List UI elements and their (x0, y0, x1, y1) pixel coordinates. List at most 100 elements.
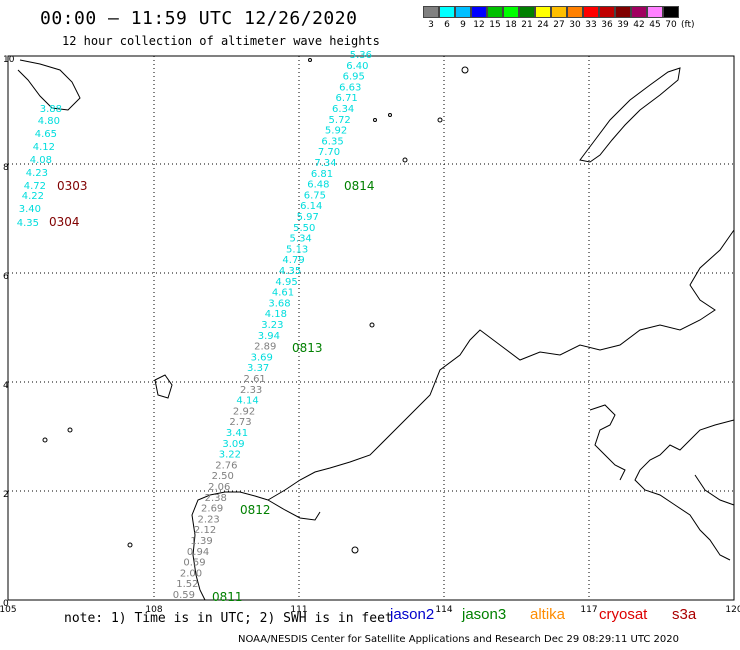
track-value: 6.34 (332, 104, 354, 115)
left-track-value: 4.72 (24, 181, 46, 192)
map-frame (7, 55, 735, 601)
track-value: 5.72 (329, 115, 351, 126)
page-subtitle: 12 hour collection of altimeter wave hei… (62, 34, 380, 48)
legend-swatch (647, 6, 663, 18)
x-tick-label: 114 (435, 605, 452, 615)
track-value: 0.94 (187, 547, 209, 558)
islands (42, 58, 469, 554)
pass-label: 0304 (49, 215, 80, 229)
track-value: 6.95 (343, 72, 365, 83)
satellite-label: jason3 (462, 606, 507, 623)
legend-swatch (551, 6, 567, 18)
track-value: 2.12 (194, 525, 216, 536)
y-tick-label: 10 (3, 55, 15, 65)
track-value: 2.61 (244, 374, 266, 385)
track-value: 5.97 (297, 212, 319, 223)
legend-label: 30 (569, 20, 581, 30)
left-track-value: 3.40 (19, 204, 41, 215)
track-value: 6.48 (307, 180, 329, 191)
pass-label: 0303 (57, 179, 88, 193)
track-value: 2.50 (212, 471, 234, 482)
legend-swatch (567, 6, 583, 18)
track-value: 6.75 (304, 190, 326, 201)
y-tick-label: 4 (3, 381, 9, 391)
legend-swatch (663, 6, 679, 18)
legend-labels: 3 6 9 12 15 18 21 24 27 30 33 36 39 42 45 70 (ft) (423, 20, 694, 30)
legend-label: 6 (444, 20, 450, 30)
legend-label: 21 (521, 20, 533, 30)
pass-label: 0813 (292, 341, 323, 355)
track-value: 3.37 (247, 363, 269, 374)
legend-swatch (503, 6, 519, 18)
track-value: 2.38 (205, 493, 227, 504)
track-value: 7.34 (314, 158, 336, 169)
track-value: 6.81 (311, 169, 333, 180)
page-title: 00:00 – 11:59 UTC 12/26/2020 (40, 8, 358, 29)
legend-swatch (599, 6, 615, 18)
satellite-label: s3a (672, 606, 697, 623)
track-value: 2.23 (198, 514, 220, 525)
legend-swatch (631, 6, 647, 18)
track-value: 3.22 (219, 450, 241, 461)
track-value: 3.94 (258, 331, 280, 342)
x-tick-label: 108 (145, 605, 162, 615)
legend-swatch (471, 6, 487, 18)
footnote: note: 1) Time is in UTC; 2) SWH is in fe… (64, 611, 393, 626)
legend-label: 24 (537, 20, 549, 30)
legend-label: 33 (585, 20, 597, 30)
track-value: 1.52 (176, 579, 198, 590)
pass-label: 0811 (212, 590, 243, 604)
track-value: 5.36 (350, 50, 372, 61)
altimeter-track: 5.366.406.956.636.716.345.725.926.357.70… (173, 50, 372, 601)
credit-line: NOAA/NESDIS Center for Satellite Applica… (238, 634, 680, 645)
track-value: 6.14 (300, 201, 322, 212)
legend-swatch (487, 6, 503, 18)
left-track-value: 4.65 (35, 129, 57, 140)
legend-label: 18 (505, 20, 517, 30)
track-value: 6.71 (336, 93, 358, 104)
track-value: 3.09 (222, 439, 244, 450)
track-value: 2.00 (180, 568, 202, 579)
x-tick-label: 105 (0, 605, 17, 615)
track-value: 2.06 (208, 482, 230, 493)
track-value: 2.73 (229, 417, 251, 428)
track-value: 2.92 (233, 406, 255, 417)
track-value: 1.39 (190, 536, 212, 547)
legend-label: 45 (649, 20, 661, 30)
track-value: 2.69 (201, 504, 223, 515)
pass-label: 0814 (344, 179, 375, 193)
axis-labels: 105 108 111 114 117 120 0 2 4 6 8 10 (0, 55, 740, 615)
track-value: 0.59 (183, 558, 205, 569)
x-tick-label: 111 (290, 605, 307, 615)
legend-label: 3 (428, 20, 434, 30)
track-value: 3.68 (268, 298, 290, 309)
track-value: 4.79 (282, 255, 304, 266)
y-tick-label: 6 (3, 272, 9, 282)
track-value: 7.70 (318, 147, 340, 158)
left-track-value: 4.35 (17, 218, 39, 229)
pass-labels: 0814 0813 0812 0811 0303 0304 (49, 179, 375, 604)
x-tick-label: 117 (580, 605, 597, 615)
left-track-value: 4.12 (33, 142, 55, 153)
legend-label: 9 (460, 20, 466, 30)
track-value: 4.18 (265, 309, 287, 320)
track-value: 3.23 (261, 320, 283, 331)
track-value: 6.40 (346, 61, 368, 72)
gridlines (8, 56, 734, 600)
track-value: 5.92 (325, 126, 347, 137)
track-value: 5.34 (290, 234, 312, 245)
left-track-value: 4.22 (22, 191, 44, 202)
track-value: 6.63 (339, 82, 361, 93)
track-value: 4.61 (272, 288, 294, 299)
track-value: 5.13 (286, 244, 308, 255)
legend-label: 42 (633, 20, 645, 30)
track-value: 2.33 (240, 385, 262, 396)
legend-label: 36 (601, 20, 613, 30)
x-tick-label: 120 (725, 605, 740, 615)
legend-label: 39 (617, 20, 629, 30)
left-track-value: 4.23 (26, 168, 48, 179)
track-value: 3.69 (251, 352, 273, 363)
legend-swatch (583, 6, 599, 18)
satellite-label: jason2 (390, 606, 435, 623)
coastline (17, 59, 735, 601)
